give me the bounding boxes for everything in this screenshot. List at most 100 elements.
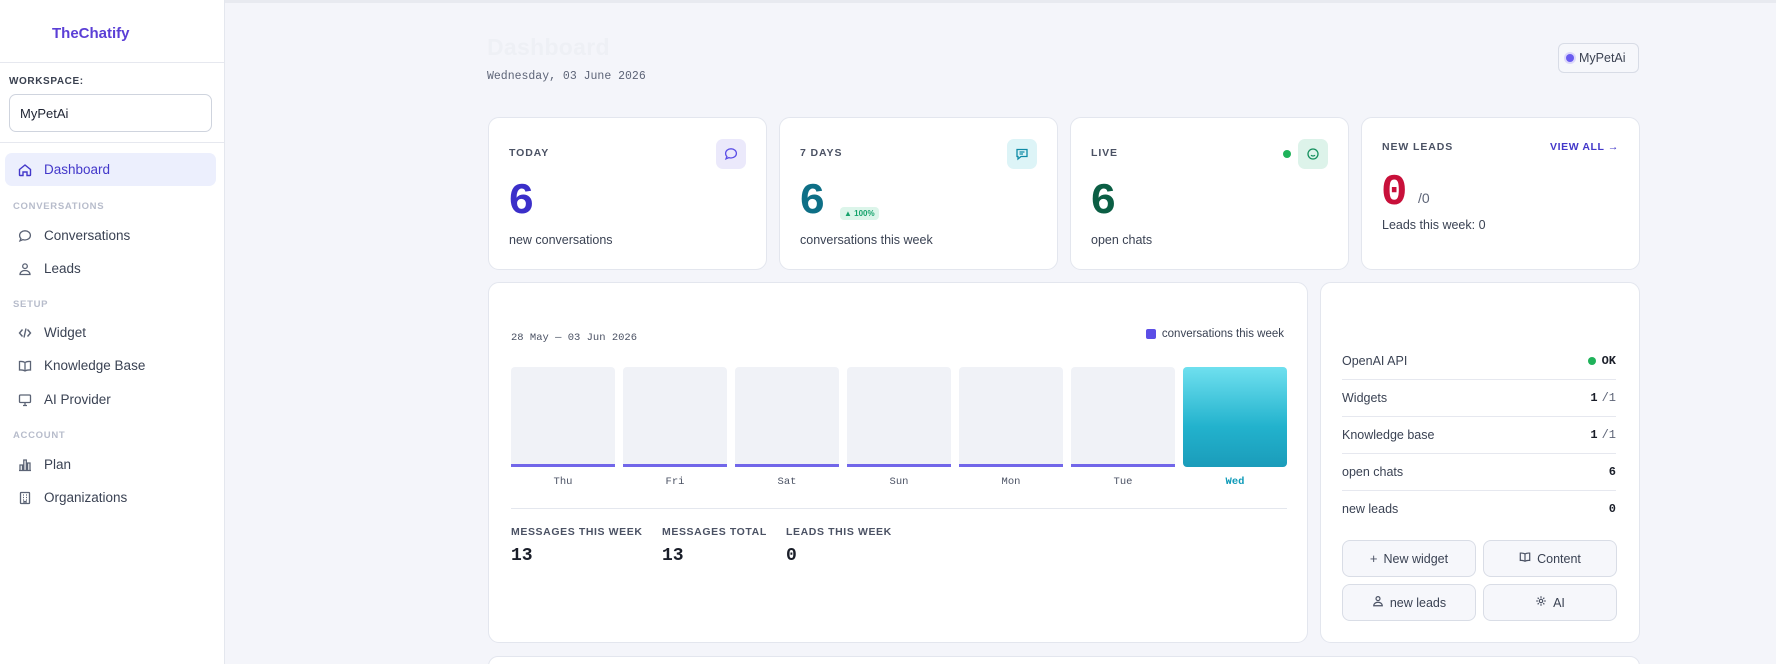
trend-badge: ▲ 100% <box>840 207 879 220</box>
sidebar-item-organizations[interactable]: Organizations <box>5 481 216 514</box>
chart-bar-track <box>847 367 951 467</box>
sidebar: TheChatify WORKSPACE: MyPetAi Dashboard … <box>0 0 225 664</box>
sidebar-item-conversations[interactable]: Conversations <box>5 219 216 252</box>
stat-value: 6 <box>799 177 826 227</box>
book-icon <box>17 358 32 373</box>
chart-bar-track <box>1071 367 1175 467</box>
sidebar-item-dashboard[interactable]: Dashboard <box>5 153 216 186</box>
workspace-select[interactable]: MyPetAi <box>9 94 212 132</box>
button-label: AI <box>1553 595 1565 610</box>
divider <box>0 142 224 143</box>
live-status-dot <box>1283 150 1291 158</box>
chat-bubble-icon <box>17 228 32 243</box>
view-all-link[interactable]: VIEW ALL → <box>1550 141 1619 153</box>
chart-bar-track <box>735 367 839 467</box>
chat-bubble-icon <box>716 139 746 169</box>
stat-card-new-leads: NEW LEADS VIEW ALL → 0 /0 Leads this wee… <box>1361 117 1640 270</box>
chart-bar[interactable] <box>1183 367 1287 467</box>
chart-bar[interactable] <box>847 464 951 467</box>
status-value: 1 /1 <box>1590 428 1616 442</box>
workspace-pill[interactable]: MyPetAi <box>1558 43 1639 73</box>
plus-icon: + <box>1369 551 1378 566</box>
new-leads-button[interactable]: new leads <box>1342 584 1476 621</box>
chart-x-label: Sat <box>777 476 797 488</box>
chart-x-label: Sun <box>889 476 909 488</box>
top-border <box>225 0 1776 3</box>
divider <box>1342 379 1616 380</box>
status-row-knowledge-base: Knowledge base 1 /1 <box>1342 416 1616 453</box>
message-square-icon <box>1007 139 1037 169</box>
stat-value: 6 <box>508 177 535 227</box>
kpi-label: MESSAGES TOTAL <box>662 526 767 538</box>
chart-legend: conversations this week <box>1145 328 1284 340</box>
status-label: open chats <box>1342 464 1404 479</box>
status-label: Knowledge base <box>1342 427 1435 442</box>
stat-label: TODAY <box>509 147 550 159</box>
book-icon <box>1519 551 1531 566</box>
sidebar-item-label: Organizations <box>44 490 128 505</box>
monitor-icon <box>17 392 32 407</box>
new-widget-button[interactable]: + New widget <box>1342 540 1476 577</box>
sidebar-item-label: Knowledge Base <box>44 358 146 373</box>
status-dot-icon <box>1566 54 1574 62</box>
kpi-value: 0 <box>786 546 797 566</box>
status-label: Widgets <box>1342 390 1388 405</box>
chart-bar[interactable] <box>623 464 727 467</box>
sidebar-item-knowledge-base[interactable]: Knowledge Base <box>5 349 216 382</box>
button-label: Content <box>1537 551 1581 566</box>
gear-icon <box>1535 595 1547 610</box>
chart-bar[interactable] <box>735 464 839 467</box>
sidebar-item-leads[interactable]: Leads <box>5 252 216 285</box>
sidebar-item-label: Conversations <box>44 228 131 243</box>
sidebar-item-plan[interactable]: Plan <box>5 448 216 481</box>
weekly-chart-card: 28 May — 03 Jun 2026 conversations this … <box>488 282 1308 643</box>
chart-x-label: Thu <box>553 476 573 488</box>
user-stack-icon <box>17 261 32 276</box>
stat-card-live: LIVE 6 open chats <box>1070 117 1349 270</box>
ok-status-dot <box>1587 356 1596 365</box>
status-row-widgets: Widgets 1 /1 <box>1342 379 1616 416</box>
chart-date-range: 28 May — 03 Jun 2026 <box>511 332 638 344</box>
stat-sub: conversations this week <box>800 233 933 247</box>
chart-bar-track <box>511 367 615 467</box>
status-row-new-leads: new leads 0 <box>1342 490 1616 527</box>
chart-x-label: Mon <box>1001 476 1021 488</box>
ai-button[interactable]: AI <box>1483 584 1617 621</box>
bar-chart-icon <box>17 457 32 472</box>
sidebar-item-widget[interactable]: Widget <box>5 316 216 349</box>
sidebar-item-label: Leads <box>44 261 81 276</box>
chart-x-label: Tue <box>1113 476 1133 488</box>
sidebar-item-label: Widget <box>44 325 87 340</box>
stat-sub: new conversations <box>509 233 613 247</box>
kpi-label: MESSAGES THIS WEEK <box>511 526 643 538</box>
page-date: Wednesday, 03 June 2026 <box>487 70 646 83</box>
chart-bar[interactable] <box>959 464 1063 467</box>
nav-section-conversations: CONVERSATIONS <box>13 201 105 212</box>
status-label: new leads <box>1342 501 1399 516</box>
stat-value: 6 <box>1090 177 1117 227</box>
kpi-label: LEADS THIS WEEK <box>786 526 892 538</box>
brand-logo[interactable]: TheChatify <box>0 0 224 63</box>
button-label: New widget <box>1383 551 1449 566</box>
stat-card-today: TODAY 6 new conversations <box>488 117 767 270</box>
nav-section-account: ACCOUNT <box>13 430 66 441</box>
sidebar-item-label: AI Provider <box>44 392 111 407</box>
stat-card-7-days: 7 DAYS 6 ▲ 100% conversations this week <box>779 117 1058 270</box>
sidebar-item-ai-provider[interactable]: AI Provider <box>5 383 216 416</box>
next-card-peek <box>488 656 1640 664</box>
kb-count: 1 <box>1590 427 1598 442</box>
status-card: OpenAI API OK Widgets 1 /1 Knowledge bas… <box>1320 282 1640 643</box>
status-value: OK <box>1587 354 1616 368</box>
chart-x-label: Wed <box>1225 476 1245 488</box>
stat-label: NEW LEADS <box>1382 141 1454 153</box>
stat-label: 7 DAYS <box>800 147 843 159</box>
kpi-value: 13 <box>662 546 684 566</box>
chart-bar[interactable] <box>1071 464 1175 467</box>
status-value: 1 /1 <box>1590 391 1616 405</box>
chart-x-label: Fri <box>665 476 685 488</box>
divider <box>511 508 1287 509</box>
content-button[interactable]: Content <box>1483 540 1617 577</box>
chart-bar[interactable] <box>511 464 615 467</box>
stat-sub: Leads this week: 0 <box>1382 218 1486 232</box>
live-chat-icon <box>1298 139 1328 169</box>
